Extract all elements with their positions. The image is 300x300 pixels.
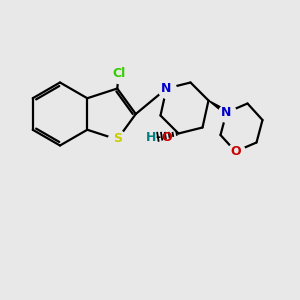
Text: O: O	[230, 145, 241, 158]
Text: Cl: Cl	[112, 67, 125, 80]
Text: -: -	[155, 130, 161, 144]
Text: N: N	[221, 106, 232, 119]
Text: O: O	[161, 130, 172, 144]
Text: N: N	[161, 82, 172, 95]
Polygon shape	[208, 100, 228, 114]
Text: H: H	[146, 130, 156, 144]
Text: S: S	[113, 132, 122, 146]
